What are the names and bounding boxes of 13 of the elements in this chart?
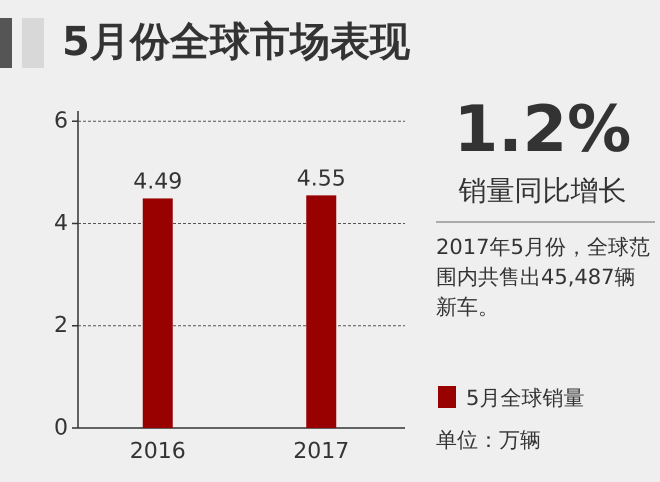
data-label: 4.49	[133, 169, 182, 194]
x-tick-label: 2017	[293, 439, 350, 464]
y-tick-label: 4	[54, 210, 68, 236]
y-tick-label: 6	[54, 108, 68, 134]
annotation: 2017年5月份，全球范围内共售出45,487辆新车。	[436, 234, 651, 321]
y-tick-label: 2	[54, 313, 68, 338]
annotation: 销量同比增长	[458, 173, 628, 209]
y-tick-label: 0	[54, 416, 68, 440]
annotation: 1.2%	[452, 98, 632, 162]
x-tick-label: 2016	[130, 439, 186, 464]
annotation: 单位：万辆	[436, 427, 542, 454]
title: 5月份全球市场表现	[62, 18, 410, 67]
data-label: 4.55	[296, 166, 346, 192]
